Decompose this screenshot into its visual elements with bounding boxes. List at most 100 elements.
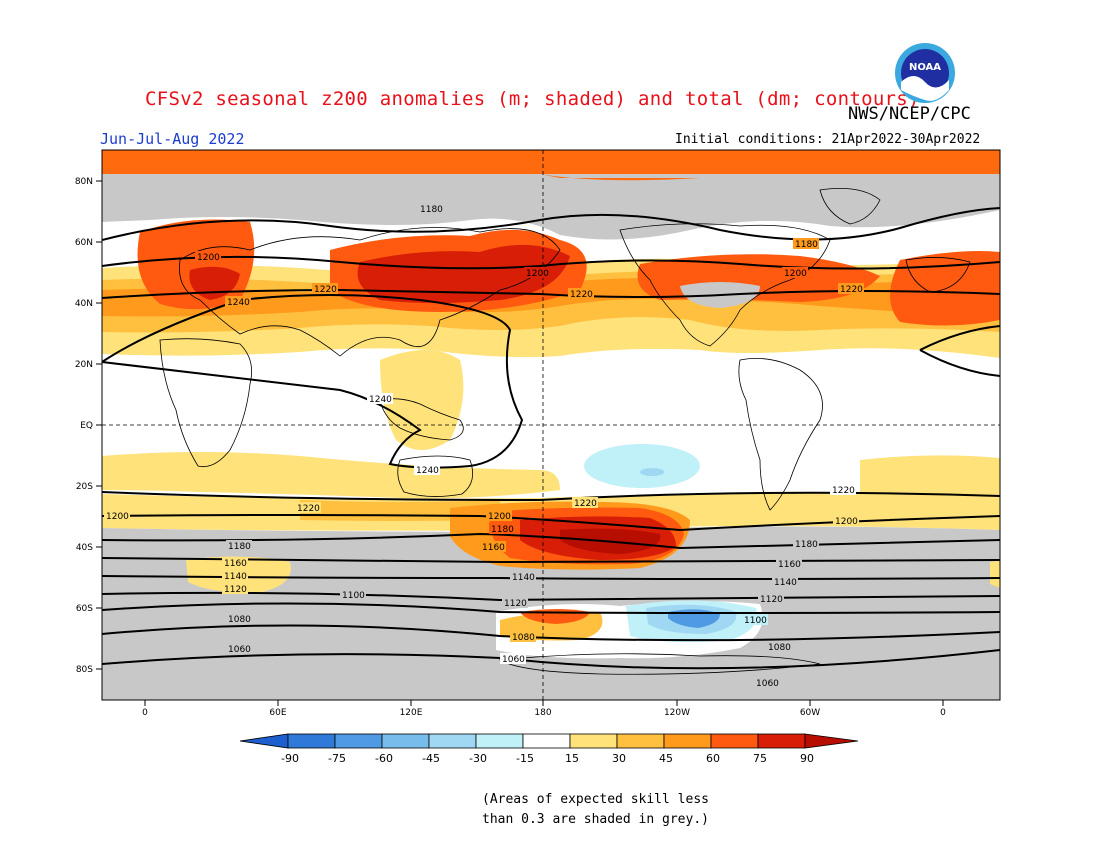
contour-label: 1200 — [784, 269, 807, 279]
longitude-axis — [144, 700, 944, 706]
contour-label: 1200 — [197, 253, 220, 263]
colorbar-tick-label: -30 — [469, 752, 487, 765]
colorbar-swatch — [616, 733, 665, 749]
lon-label: 180 — [534, 708, 551, 718]
colorbar-swatch — [710, 733, 759, 749]
footnote-line-2: than 0.3 are shaded in grey.) — [482, 812, 709, 827]
contour-1240-east — [919, 325, 1000, 351]
contour-label: 1100 — [342, 591, 365, 601]
longitude-labels: 0 60E 120E 180 120W 60W 0 — [142, 708, 946, 718]
map-panel: 1180 1180 1200 1200 1200 1220 1220 1220 … — [102, 150, 1000, 700]
lat-label: 80N — [75, 177, 93, 187]
contour-label: 1100 — [744, 616, 767, 626]
contour-label: 1140 — [224, 572, 247, 582]
colorbar-tick-label: -60 — [375, 752, 393, 765]
colorbar-tick-label: 60 — [706, 752, 720, 765]
contour-1100 — [102, 602, 1000, 614]
colorbar-swatch — [334, 733, 383, 749]
lon-label: 60W — [800, 708, 820, 718]
height-contours — [102, 207, 1000, 670]
anomaly-south-atlantic-30 — [860, 455, 1000, 500]
anomaly-atlantic-75 — [890, 251, 1000, 326]
contour-1180-s — [102, 532, 1000, 550]
anomaly-asia-90 — [357, 244, 570, 303]
contour-1180-n — [102, 207, 1000, 241]
contour-1240-n — [102, 294, 524, 469]
colorbar-tick-label: 45 — [659, 752, 673, 765]
colorbar-tick-label: 30 — [612, 752, 626, 765]
contour-label: 1140 — [774, 578, 797, 588]
anomaly-maritime-continent-30 — [380, 350, 464, 450]
colorbar-swatch — [522, 733, 571, 749]
contour-label: 1220 — [574, 499, 597, 509]
lon-label: 0 — [142, 708, 148, 718]
colorbar-swatch — [475, 733, 524, 749]
contour-label: 1080 — [512, 633, 535, 643]
contour-label: 1240 — [369, 395, 392, 405]
grid-lines — [102, 150, 1000, 700]
colorbar-tick-label: -75 — [328, 752, 346, 765]
latitude-labels: 80N 60N 40N 20N EQ 20S 40S 60S 80S — [75, 177, 93, 675]
footnote-line-1: (Areas of expected skill less — [482, 792, 709, 807]
contour-label: 1060 — [502, 655, 525, 665]
coastlines — [159, 188, 971, 675]
contour-label: 1180 — [795, 240, 818, 250]
agency-label: NWS/NCEP/CPC — [848, 104, 971, 124]
contour-label: 1220 — [840, 285, 863, 295]
contour-label: 1160 — [224, 559, 247, 569]
noaa-logo-text: NOAA — [909, 62, 941, 73]
lat-label: 60S — [76, 604, 93, 614]
colorbar-labels: -90 -75 -60 -45 -30 -15 15 30 45 60 75 9… — [281, 752, 814, 765]
anomaly-tropical-pacific-neg-30 — [640, 468, 664, 476]
lat-label: 20N — [75, 360, 93, 370]
colorbar-tick-label: -15 — [516, 752, 534, 765]
contour-label: 1120 — [760, 595, 783, 605]
lon-label: 120W — [664, 708, 690, 718]
lon-label: 60E — [269, 708, 286, 718]
contour-label: 1240 — [416, 466, 439, 476]
contour-label: 1060 — [228, 645, 251, 655]
contour-label: 1240 — [227, 298, 250, 308]
contour-label: 1200 — [106, 512, 129, 522]
colorbar-swatch — [287, 733, 336, 749]
contour-label: 1180 — [491, 525, 514, 535]
contour-label: 1180 — [228, 542, 251, 552]
colorbar-swatch — [569, 733, 618, 749]
contour-label: 1220 — [297, 504, 320, 514]
colorbar-swatch — [663, 733, 712, 749]
contour-1080 — [102, 624, 1000, 642]
initial-conditions-label: Initial conditions: 21Apr2022-30Apr2022 — [675, 132, 981, 147]
anomaly-arctic-band — [102, 150, 1000, 174]
colorbar-tick-label: 15 — [565, 752, 579, 765]
colorbar-swatch — [381, 733, 430, 749]
contour-label: 1120 — [504, 599, 527, 609]
colorbar-swatch — [239, 733, 289, 749]
contour-label: 1220 — [314, 285, 337, 295]
lat-label: 60N — [75, 238, 93, 248]
anomaly-antarctic-neg-60 — [668, 609, 720, 628]
contour-label: 1220 — [832, 486, 855, 496]
lon-label: 0 — [940, 708, 946, 718]
contour-label: 1160 — [778, 560, 801, 570]
contour-label: 1080 — [768, 643, 791, 653]
chart-title: CFSv2 seasonal z200 anomalies (m; shaded… — [145, 88, 920, 110]
contour-label: 1180 — [420, 205, 443, 215]
colorbar-swatch — [757, 733, 806, 749]
contour-label: 1060 — [756, 679, 779, 689]
contour-label: 1160 — [482, 543, 505, 553]
contour-label: 1140 — [512, 573, 535, 583]
lat-label: 40N — [75, 299, 93, 309]
contour-label: 1080 — [228, 615, 251, 625]
contour-label: 1220 — [570, 290, 593, 300]
anomaly-south-indian-30 — [102, 452, 560, 499]
colorbar-tick-label: 90 — [800, 752, 814, 765]
anomaly-tropical-pacific-neg-15 — [584, 444, 700, 488]
contour-1220-n — [102, 288, 1000, 299]
latitude-axis — [96, 180, 102, 670]
contour-labels: 1180 1180 1200 1200 1200 1220 1220 1220 … — [104, 203, 864, 689]
colorbar — [239, 733, 859, 749]
lat-label: 40S — [76, 543, 93, 553]
noaa-logo: NOAA — [895, 43, 955, 103]
contour-label: 1200 — [526, 269, 549, 279]
colorbar-swatch — [804, 733, 859, 749]
